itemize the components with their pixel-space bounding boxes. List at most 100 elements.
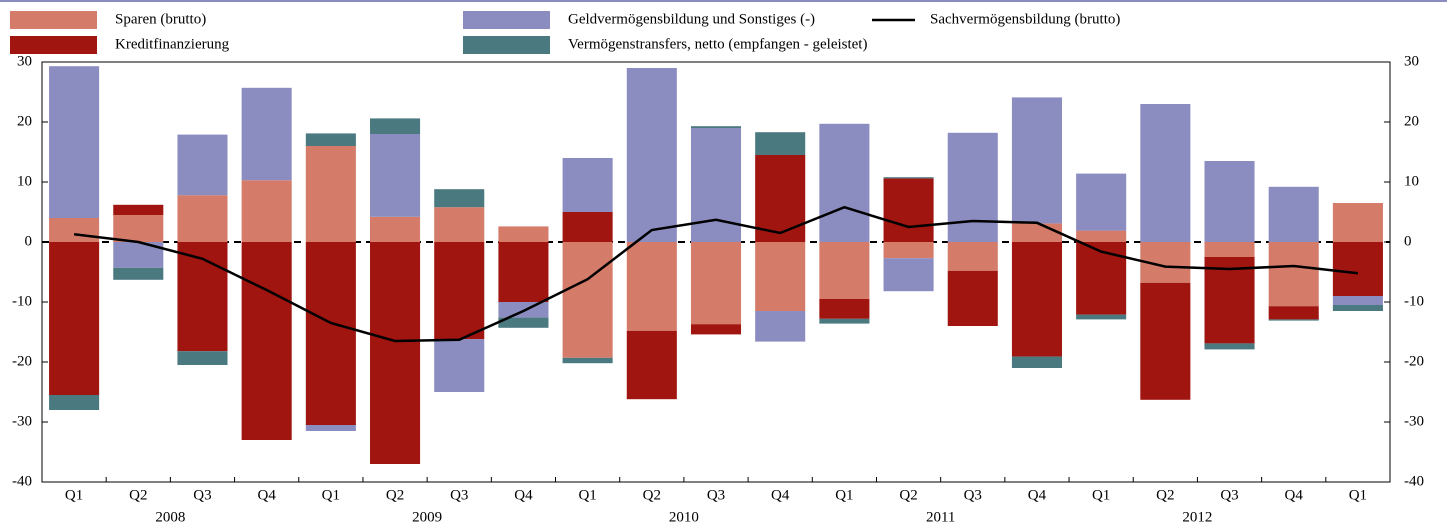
x-tick-label: Q1 [835,487,853,503]
x-tick-label: Q2 [386,487,404,503]
line-series [73,205,1359,343]
bar-segment [562,242,613,358]
bar-segment [626,330,677,400]
bar-segment [755,242,806,311]
bar-segment [305,425,356,431]
bar-segment [113,204,164,215]
bar-segment [177,351,228,365]
bar-segment [626,68,677,242]
bar-segment [1140,282,1191,400]
x-tick-label: Q2 [129,487,147,503]
legend-label: Geldvermögensbildung und Sonstiges (-) [568,11,815,27]
bar-segment [562,212,613,242]
bar-segment [434,189,485,208]
y2-tick-label: 30 [1404,53,1419,69]
y-tick-label: 20 [17,113,32,129]
bar-segment [690,242,742,325]
bar-segment [1268,186,1319,242]
x-tick-label: Q2 [1156,487,1174,503]
bar-segment [690,126,742,128]
bar-segment [1204,161,1255,242]
bar-segment [626,242,677,331]
bar-segment [883,177,934,179]
bar-segment [819,242,870,299]
bar-segment [498,242,549,302]
bar-segment [241,242,292,440]
y2-tick-label: 0 [1404,233,1412,249]
bar-segment [1332,242,1383,296]
bar-segment [177,195,228,242]
y-tick-label: 10 [17,173,32,189]
y-tick-label: -10 [12,293,32,309]
x-group-label: 2009 [412,509,442,525]
x-tick-label: Q3 [964,487,982,503]
bar-segment [947,270,998,326]
y-tick-label: -20 [12,353,32,369]
bar-segment [1076,314,1127,320]
bar-segment [1204,242,1255,257]
x-tick-label: Q1 [1349,487,1367,503]
y2-tick-label: 10 [1404,173,1419,189]
bar-segment [883,258,934,292]
y-tick-label: 0 [25,233,33,249]
bar-segment [755,311,806,342]
bar-segment [305,146,356,242]
legend-swatch [463,11,550,29]
bar-segment [177,242,228,352]
x-tick-label: Q3 [450,487,468,503]
bar-segment [1268,319,1319,321]
bar-segment [755,132,806,155]
bar-segment [370,134,421,217]
bar-segment [1076,242,1127,315]
bar-segment [49,66,100,218]
bar-segment [49,218,100,242]
x-group-label: 2010 [669,509,699,525]
bar-segment [819,318,870,324]
x-tick-label: Q4 [257,487,276,503]
bar-segment [1011,97,1062,224]
bar-segment [1204,343,1255,350]
bar-segment [819,123,870,242]
x-tick-label: Q4 [514,487,533,503]
bar-segment [1268,306,1319,320]
bar-segment [498,226,549,242]
x-tick-label: Q1 [65,487,83,503]
y2-tick-label: 20 [1404,113,1419,129]
y2-tick-label: -10 [1404,293,1424,309]
bar-segment [1332,203,1383,242]
bar-segment [498,317,549,328]
x-tick-label: Q3 [707,487,725,503]
bar-segment [1011,242,1062,357]
bar-segment [370,118,421,134]
bar-segment [113,267,164,280]
x-tick-label: Q3 [1220,487,1238,503]
bar-segment [241,87,292,181]
bar-segment [370,242,421,464]
bar-segment [305,242,356,425]
x-tick-label: Q2 [643,487,661,503]
bar-segment [1268,242,1319,307]
bar-segment [1076,230,1127,242]
x-tick-label: Q2 [899,487,917,503]
bar-segment [434,242,485,340]
bar-segment [562,357,613,364]
y2-tick-label: -30 [1404,413,1424,429]
bar-segment [1011,356,1062,368]
bar-segment [883,242,934,259]
x-tick-label: Q1 [578,487,596,503]
x-tick-label: Q3 [193,487,211,503]
bar-segment [434,339,485,392]
y-tick-label: 30 [17,53,32,69]
bar-segment [1140,104,1191,242]
x-tick-label: Q1 [322,487,340,503]
bar-segment [690,324,742,335]
x-group-label: 2008 [155,509,185,525]
y2-tick-label: -40 [1404,473,1424,489]
bar-segment [434,207,485,242]
bar-segment [1204,257,1255,344]
bar-segment [370,216,421,242]
bar-segment [819,299,870,319]
legend-swatch [10,11,97,29]
plot-frame [41,61,1391,483]
